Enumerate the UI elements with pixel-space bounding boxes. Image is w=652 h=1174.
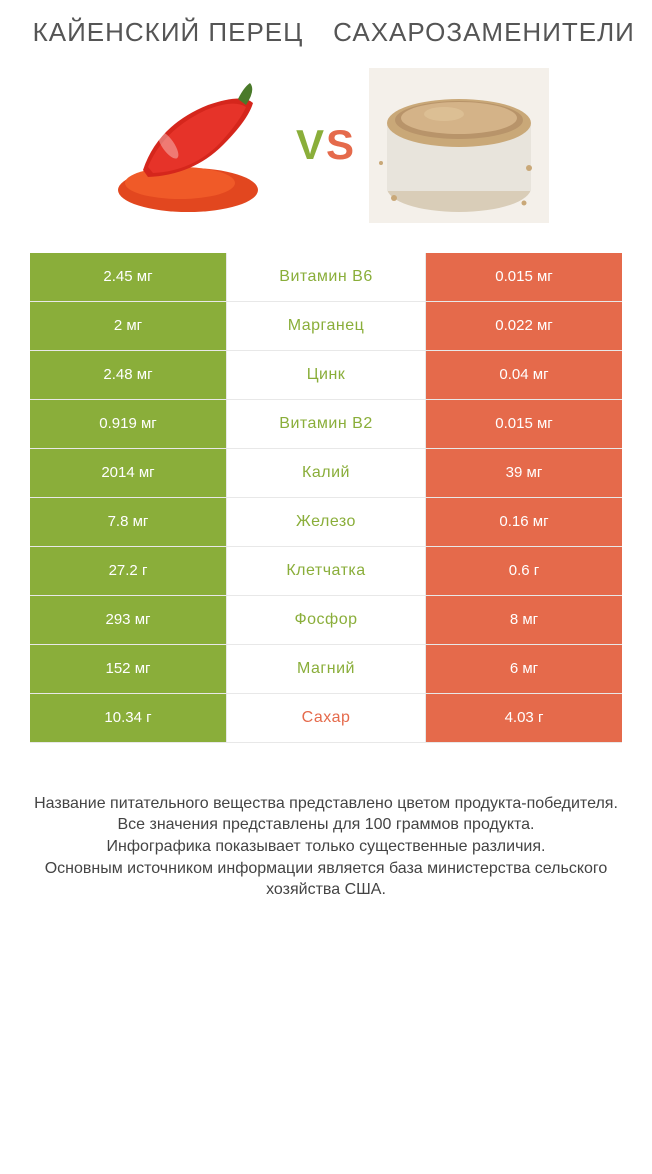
nutrient-name: Железо (226, 498, 426, 546)
left-value: 2.45 мг (30, 253, 226, 301)
table-row: 2 мгМарганец0.022 мг (30, 302, 622, 351)
footer-line: Название питательного вещества представл… (30, 793, 622, 815)
nutrient-name: Марганец (226, 302, 426, 350)
table-row: 293 мгФосфор8 мг (30, 596, 622, 645)
left-value: 7.8 мг (30, 498, 226, 546)
sugar-substitute-icon (369, 68, 549, 223)
nutrient-name: Цинк (226, 351, 426, 399)
table-row: 152 мгМагний6 мг (30, 645, 622, 694)
cayenne-pepper-icon (108, 75, 278, 215)
left-value: 0.919 мг (30, 400, 226, 448)
nutrient-name: Витамин B2 (226, 400, 426, 448)
right-value: 0.022 мг (426, 302, 622, 350)
right-value: 6 мг (426, 645, 622, 693)
comparison-table: 2.45 мгВитамин B60.015 мг2 мгМарганец0.0… (0, 253, 652, 743)
left-value: 2.48 мг (30, 351, 226, 399)
nutrient-name: Магний (226, 645, 426, 693)
left-product-title: КАЙЕНСКИЙ ПЕРЕЦ (10, 18, 326, 48)
table-row: 7.8 мгЖелезо0.16 мг (30, 498, 622, 547)
table-row: 27.2 гКлетчатка0.6 г (30, 547, 622, 596)
left-value: 10.34 г (30, 694, 226, 742)
header: КАЙЕНСКИЙ ПЕРЕЦ САХАРОЗАМЕНИТЕЛИ (0, 0, 652, 58)
nutrient-name: Витамин B6 (226, 253, 426, 301)
table-row: 0.919 мгВитамин B20.015 мг (30, 400, 622, 449)
nutrient-name: Клетчатка (226, 547, 426, 595)
left-value: 293 мг (30, 596, 226, 644)
nutrient-name: Калий (226, 449, 426, 497)
vs-label: VS (296, 121, 356, 169)
nutrient-name: Сахар (226, 694, 426, 742)
table-row: 2.48 мгЦинк0.04 мг (30, 351, 622, 400)
footer-line: Инфографика показывает только существенн… (30, 836, 622, 858)
right-value: 4.03 г (426, 694, 622, 742)
footer-line: Основным источником информации является … (30, 858, 622, 901)
left-value: 2 мг (30, 302, 226, 350)
right-value: 0.6 г (426, 547, 622, 595)
vs-row: VS (0, 58, 652, 253)
left-value: 152 мг (30, 645, 226, 693)
right-product-title: САХАРОЗАМЕНИТЕЛИ (326, 18, 642, 48)
left-value: 27.2 г (30, 547, 226, 595)
right-value: 39 мг (426, 449, 622, 497)
right-value: 0.16 мг (426, 498, 622, 546)
right-value: 0.04 мг (426, 351, 622, 399)
table-row: 2014 мгКалий39 мг (30, 449, 622, 498)
table-row: 10.34 гСахар4.03 г (30, 694, 622, 743)
left-value: 2014 мг (30, 449, 226, 497)
table-row: 2.45 мгВитамин B60.015 мг (30, 253, 622, 302)
left-product-image (101, 68, 286, 223)
footer-notes: Название питательного вещества представл… (0, 743, 652, 931)
right-value: 0.015 мг (426, 253, 622, 301)
right-value: 8 мг (426, 596, 622, 644)
right-value: 0.015 мг (426, 400, 622, 448)
nutrient-name: Фосфор (226, 596, 426, 644)
right-product-image (366, 68, 551, 223)
footer-line: Все значения представлены для 100 граммо… (30, 814, 622, 836)
